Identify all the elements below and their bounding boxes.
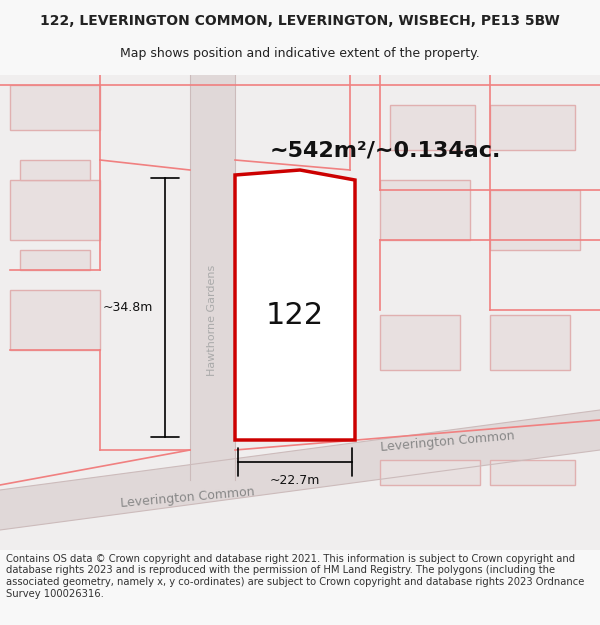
Bar bbox=[20, 250, 90, 270]
Bar bbox=[10, 180, 100, 240]
Text: ~34.8m: ~34.8m bbox=[103, 301, 153, 314]
Bar bbox=[380, 460, 480, 485]
Bar bbox=[490, 315, 570, 370]
Bar bbox=[20, 160, 90, 180]
Text: Hawthorne Gardens: Hawthorne Gardens bbox=[207, 264, 217, 376]
Bar bbox=[490, 460, 575, 485]
Bar bbox=[490, 190, 580, 250]
Bar bbox=[10, 85, 100, 130]
Text: 122: 122 bbox=[266, 301, 324, 329]
Bar bbox=[390, 105, 475, 150]
Polygon shape bbox=[0, 410, 600, 530]
Text: Contains OS data © Crown copyright and database right 2021. This information is : Contains OS data © Crown copyright and d… bbox=[6, 554, 584, 599]
Text: 122, LEVERINGTON COMMON, LEVERINGTON, WISBECH, PE13 5BW: 122, LEVERINGTON COMMON, LEVERINGTON, WI… bbox=[40, 14, 560, 28]
Bar bbox=[380, 180, 470, 240]
Text: ~542m²/~0.134ac.: ~542m²/~0.134ac. bbox=[270, 140, 502, 160]
Text: Leverington Common: Leverington Common bbox=[380, 429, 515, 454]
Bar bbox=[190, 70, 235, 490]
Polygon shape bbox=[235, 170, 355, 440]
Text: Map shows position and indicative extent of the property.: Map shows position and indicative extent… bbox=[120, 48, 480, 61]
Text: Leverington Common: Leverington Common bbox=[120, 486, 255, 511]
Bar bbox=[490, 105, 575, 150]
Bar bbox=[380, 315, 460, 370]
Text: ~22.7m: ~22.7m bbox=[270, 474, 320, 487]
Bar bbox=[10, 290, 100, 350]
